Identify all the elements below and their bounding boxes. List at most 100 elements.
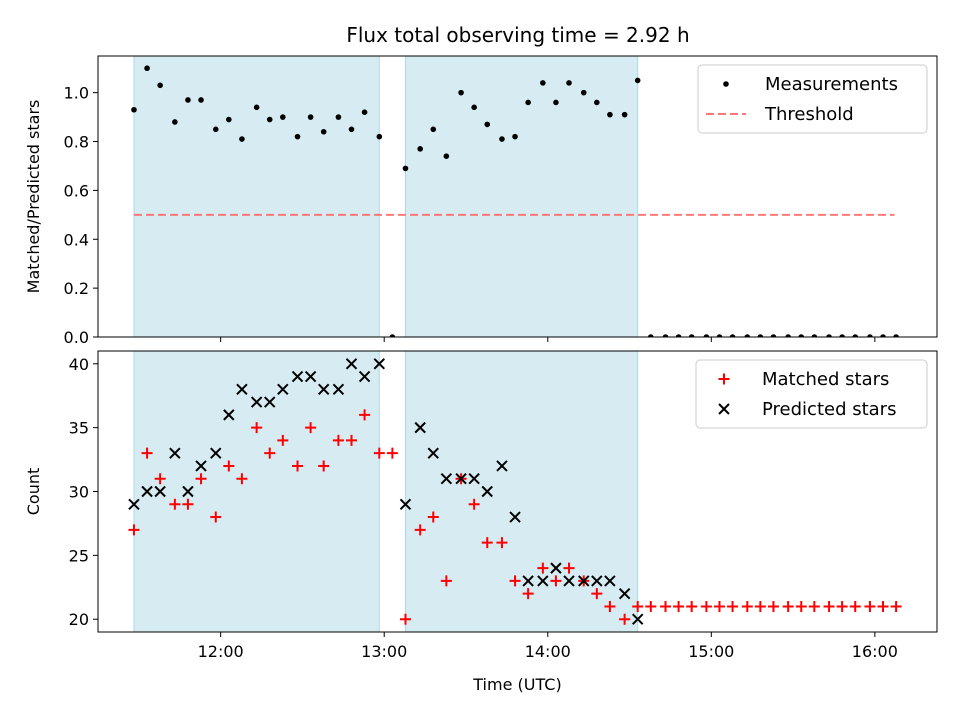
- measurements-point: [826, 334, 832, 337]
- matched-stars-point: [754, 600, 766, 612]
- matched-stars-point: [522, 588, 534, 600]
- measurements-point: [376, 133, 383, 140]
- measurements-point: [226, 116, 232, 123]
- matched-stars-point: [782, 600, 794, 612]
- measurements-point: [294, 133, 301, 140]
- measurements-point: [131, 106, 137, 113]
- observing-window-1: [133, 55, 380, 338]
- y-tick-label: 40: [69, 355, 89, 374]
- matched-stars-point: [359, 409, 371, 421]
- measurements-point: [335, 114, 342, 120]
- matched-stars-point: [537, 562, 549, 574]
- measurements-point: [566, 80, 572, 86]
- matched-stars-point: [128, 524, 140, 536]
- predicted-stars-point: [618, 587, 631, 600]
- legend-label: Measurements: [765, 74, 898, 95]
- matched-stars-point: [849, 600, 861, 612]
- matched-stars-point: [264, 447, 276, 459]
- legend-marker-dot: [723, 81, 729, 87]
- legend-marker-x: [718, 403, 730, 415]
- y-tick-label: 0.2: [64, 279, 89, 298]
- matched-stars-point: [509, 575, 521, 587]
- measurements-point: [744, 334, 751, 337]
- matched-stars-point: [604, 600, 616, 612]
- matched-stars-point: [373, 447, 385, 459]
- measurements-point: [212, 126, 219, 133]
- chart-title: Flux total observing time = 2.92 h: [346, 23, 689, 47]
- matched-stars-point: [660, 600, 672, 612]
- matched-stars-point: [877, 600, 889, 612]
- matched-stars-point: [823, 600, 835, 612]
- matched-stars-point: [481, 537, 493, 549]
- matched-stars-point: [864, 600, 876, 612]
- matched-stars-point: [154, 473, 166, 485]
- predicted-stars-point: [141, 485, 153, 498]
- predicted-stars-point: [496, 460, 508, 472]
- measurements-point: [540, 80, 546, 86]
- bottom-panel: 20 25 30 35 40 12:00 13:00 14:00 15:00 16:00 Count…: [24, 350, 938, 694]
- measurements-point: [525, 99, 531, 106]
- measurements-point: [430, 126, 437, 133]
- matched-stars-point: [767, 600, 779, 612]
- plot-area: [128, 358, 902, 625]
- matched-stars-point: [427, 511, 439, 523]
- matched-stars-point: [182, 498, 194, 510]
- matched-stars-point: [619, 613, 631, 625]
- matched-stars-point: [795, 600, 807, 612]
- measurements-point: [852, 334, 859, 337]
- measurements-point: [458, 89, 464, 96]
- measurements-point: [553, 99, 559, 106]
- legend-box: [695, 359, 928, 429]
- y-axis-label: Matched/Predicted stars: [24, 100, 43, 294]
- matched-stars-point: [727, 600, 739, 612]
- predicted-stars-point: [317, 383, 330, 396]
- measurements-point: [729, 334, 736, 337]
- legend: Measurements Threshold: [697, 64, 928, 134]
- matched-stars-point: [399, 613, 411, 625]
- measurements-point: [443, 153, 450, 159]
- x-tick-label: 15:00: [688, 642, 734, 661]
- predicted-stars-point: [236, 383, 248, 396]
- measurements-point: [757, 334, 764, 337]
- legend: Matched stars Predicted stars: [695, 359, 928, 429]
- matched-stars-point: [686, 600, 698, 612]
- predicted-stars-point: [277, 383, 289, 396]
- x-tick-label: 14:00: [525, 642, 571, 661]
- predicted-stars-point: [358, 370, 371, 383]
- measurements-point: [144, 65, 150, 72]
- measurements-point: [785, 334, 791, 337]
- matched-stars-point: [169, 498, 181, 510]
- matched-stars-point: [468, 498, 480, 510]
- measurements-point: [662, 334, 669, 337]
- legend-label: Matched stars: [762, 369, 889, 390]
- measurements-point: [499, 136, 505, 142]
- y-tick-label: 1.0: [64, 84, 89, 103]
- measurements-point: [716, 334, 723, 337]
- x-tick-label: 13:00: [361, 642, 407, 661]
- measurements-point: [688, 334, 695, 337]
- measurements-point: [839, 334, 845, 337]
- matched-stars-point: [713, 600, 725, 612]
- predicted-stars-point: [509, 511, 521, 523]
- y-tick-label: 30: [69, 483, 89, 502]
- y-tick-label: 0.6: [64, 181, 89, 200]
- measurements-point: [402, 165, 409, 172]
- top-panel: 0.0 0.2 0.4 0.6 0.8 1.0 Matched/Predicted star…: [24, 55, 938, 347]
- y-tick-label: 0.0: [64, 328, 89, 347]
- measurements-point: [198, 97, 204, 103]
- measurements-point: [512, 133, 518, 140]
- matched-stars-point: [236, 473, 248, 485]
- matched-stars-point: [414, 524, 426, 536]
- predicted-stars-point: [399, 498, 412, 510]
- measurements-point: [770, 334, 777, 337]
- matched-stars-point: [673, 600, 685, 612]
- measurements-point: [389, 334, 396, 337]
- predicted-stars-point: [440, 473, 453, 485]
- measurements-point: [185, 97, 191, 103]
- y-tick-label: 0.8: [64, 133, 89, 152]
- matched-stars-point: [223, 460, 235, 472]
- predicted-stars-point: [632, 613, 644, 625]
- predicted-stars-point: [414, 421, 426, 434]
- predicted-stars-point: [427, 447, 439, 459]
- matched-stars-point: [345, 434, 357, 446]
